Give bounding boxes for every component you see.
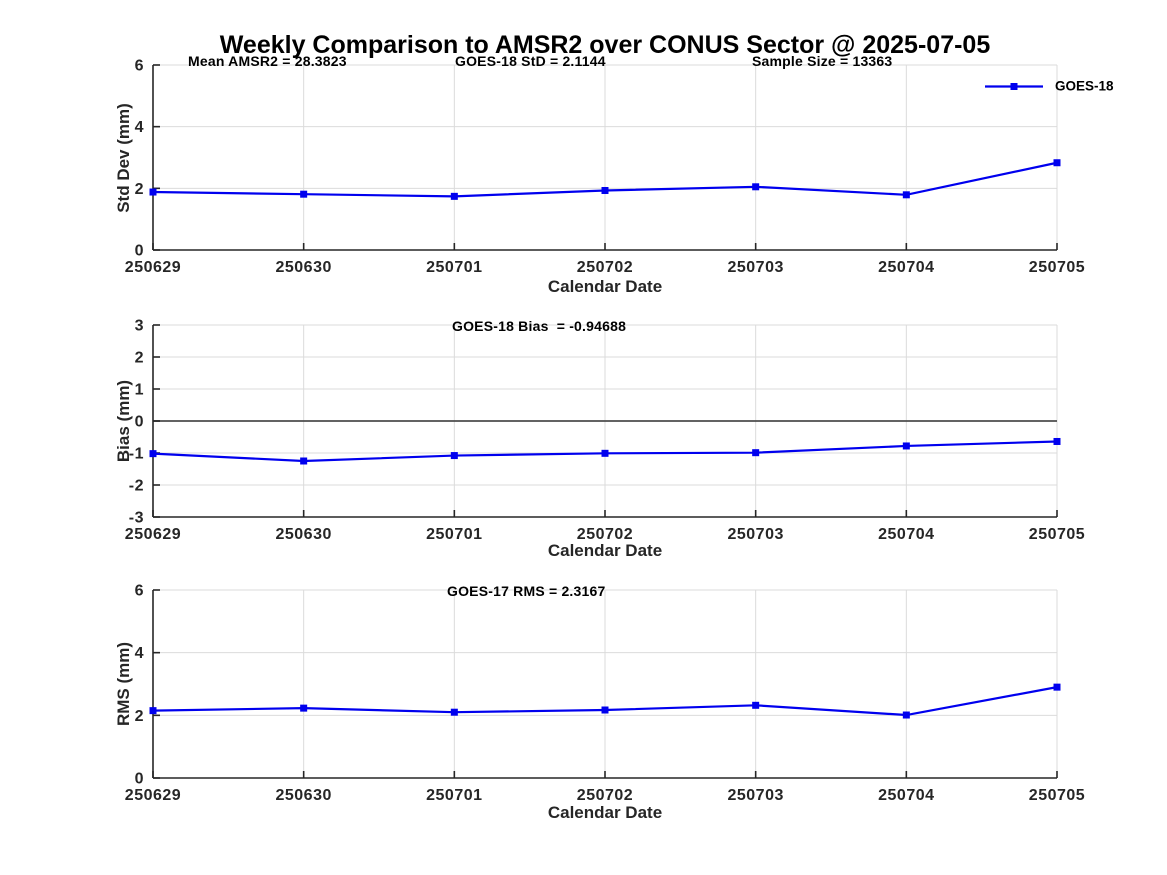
y-axis-label-rms: RMS (mm) — [114, 641, 133, 727]
legend: GOES-18 — [985, 79, 1114, 94]
data-point — [1053, 437, 1061, 445]
data-point — [149, 188, 157, 196]
annotation-goes18-bias: GOES-18 Bias = -0.94688 — [452, 318, 627, 334]
y-tick-label: 4 — [135, 645, 144, 662]
x-tick-label: 250630 — [275, 259, 331, 276]
x-tick-label: 250701 — [426, 259, 482, 276]
x-tick-label: 250703 — [727, 787, 783, 804]
figure-title: Weekly Comparison to AMSR2 over CONUS Se… — [219, 31, 991, 59]
data-point — [149, 450, 157, 458]
data-point — [601, 449, 609, 457]
x-tick-label: 250629 — [125, 526, 181, 543]
y-tick-label: 6 — [135, 583, 144, 600]
x-tick-label: 250701 — [426, 787, 482, 804]
x-tick-label: 250629 — [125, 259, 181, 276]
data-point — [601, 186, 609, 194]
bias-chart: -3 -2 -1 0 1 2 3 250629 250630 250701 250702 250703… — [125, 318, 1085, 544]
data-point — [149, 707, 157, 715]
y-axis-label-stddev: Std Dev (mm) — [114, 103, 133, 213]
data-point — [902, 191, 910, 199]
x-axis-label-stddev: Calendar Date — [547, 277, 663, 296]
annotation-goes17-rms: GOES-17 RMS = 2.3167 — [447, 583, 606, 599]
data-point — [752, 701, 760, 709]
y-tick-label: -2 — [129, 478, 144, 495]
y-tick-label: 4 — [135, 119, 144, 136]
data-point — [300, 190, 308, 198]
legend-line-sample — [985, 82, 1043, 90]
x-tick-label: 250704 — [878, 526, 934, 543]
x-tick-label: 250704 — [878, 787, 934, 804]
data-point — [752, 183, 760, 191]
data-point — [1053, 683, 1061, 691]
data-point — [450, 192, 458, 200]
x-tick-label: 250703 — [727, 259, 783, 276]
y-tick-label: 3 — [135, 318, 144, 335]
x-tick-label: 250702 — [577, 787, 633, 804]
data-point — [601, 706, 609, 714]
x-tick-label: 250705 — [1029, 787, 1085, 804]
y-tick-label: 6 — [135, 58, 144, 75]
x-tick-label: 250702 — [577, 526, 633, 543]
x-tick-label: 250705 — [1029, 526, 1085, 543]
annotation-mean-amsr2: Mean AMSR2 = 28.3823 — [188, 53, 347, 69]
data-point — [450, 708, 458, 716]
y-tick-label: 0 — [135, 771, 144, 788]
data-point — [902, 711, 910, 719]
y-axis-label-bias: Bias (mm) — [114, 379, 133, 463]
data-point — [450, 452, 458, 460]
y-tick-label: 2 — [135, 350, 144, 367]
data-point — [300, 457, 308, 465]
y-tick-label: 1 — [135, 382, 144, 399]
y-tick-label: 2 — [135, 181, 144, 198]
x-tick-label: 250701 — [426, 526, 482, 543]
data-point — [752, 449, 760, 457]
x-tick-label: 250704 — [878, 259, 934, 276]
x-axis-label-rms: Calendar Date — [547, 803, 663, 822]
legend-marker — [1010, 82, 1018, 90]
annotation-goes18-std: GOES-18 StD = 2.1144 — [455, 53, 606, 69]
y-tick-label: 0 — [135, 414, 144, 431]
rms-chart: 0 2 4 6 250629 250630 250701 250702 250703 250704… — [125, 583, 1085, 805]
annotation-sample-size: Sample Size = 13363 — [752, 53, 893, 69]
legend-label: GOES-18 — [1055, 78, 1114, 94]
y-tick-label: -3 — [129, 510, 144, 527]
stddev-chart: 0 2 4 6 250629 250630 250701 250702 250703 250704… — [125, 58, 1085, 277]
x-tick-label: 250630 — [275, 787, 331, 804]
y-tick-label: 2 — [135, 708, 144, 725]
y-tick-label: -1 — [129, 446, 144, 463]
data-point — [300, 704, 308, 712]
x-tick-label: 250630 — [275, 526, 331, 543]
data-point — [902, 442, 910, 450]
x-tick-label: 250705 — [1029, 259, 1085, 276]
x-tick-label: 250629 — [125, 787, 181, 804]
data-point — [1053, 159, 1061, 167]
x-tick-label: 250703 — [727, 526, 783, 543]
x-tick-label: 250702 — [577, 259, 633, 276]
y-tick-label: 0 — [135, 243, 144, 260]
x-axis-label-bias: Calendar Date — [547, 541, 663, 560]
